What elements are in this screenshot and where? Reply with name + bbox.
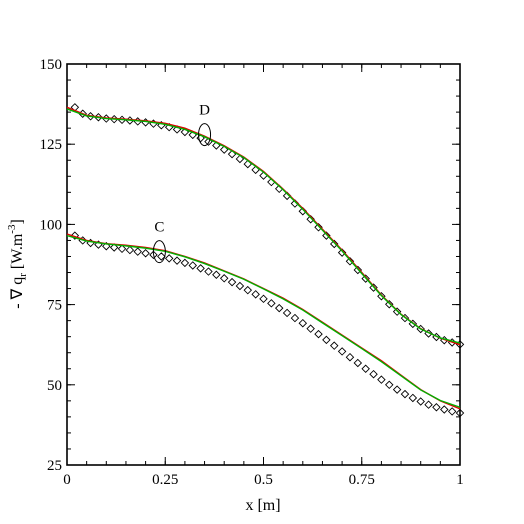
data-point-c bbox=[102, 241, 111, 251]
y-axis-title-prefix: - ∇ q bbox=[9, 277, 26, 309]
data-point-d bbox=[400, 313, 410, 323]
data-point-c bbox=[314, 329, 323, 339]
data-point-c bbox=[432, 403, 441, 412]
data-point-c bbox=[188, 261, 197, 270]
x-tick-label: 0.25 bbox=[152, 472, 178, 488]
y-tick-label: 100 bbox=[40, 217, 63, 233]
y-tick-label: 125 bbox=[40, 137, 63, 153]
data-point-c bbox=[164, 254, 174, 263]
series-line-c-red bbox=[66, 233, 461, 410]
data-point-d bbox=[306, 215, 315, 224]
x-axis: 0 0.25 0.5 0.75 1 bbox=[63, 64, 464, 488]
data-point-c bbox=[353, 358, 363, 368]
data-point-c bbox=[219, 274, 229, 283]
data-point-c bbox=[282, 308, 292, 318]
data-point-c bbox=[274, 303, 284, 313]
x-axis-title: x [m] bbox=[245, 497, 280, 514]
data-point-c bbox=[290, 313, 300, 323]
data-point-c bbox=[243, 285, 253, 295]
data-point-c bbox=[400, 389, 410, 399]
data-point-c bbox=[149, 250, 158, 260]
data-point-c bbox=[196, 264, 205, 273]
data-point-c bbox=[416, 397, 425, 406]
data-point-d bbox=[361, 274, 370, 283]
data-point-c bbox=[141, 249, 150, 258]
data-point-c bbox=[157, 252, 166, 261]
data-point-c bbox=[424, 400, 433, 409]
series-line-c-green bbox=[66, 234, 461, 408]
y-axis-title-mid: [W.m bbox=[9, 233, 26, 273]
data-point-c bbox=[133, 247, 142, 256]
plot-frame bbox=[66, 63, 461, 466]
annotation-layer: DC bbox=[152, 103, 212, 264]
data-point-d bbox=[314, 223, 323, 232]
x-tick-label: 0.5 bbox=[254, 472, 273, 488]
data-point-c bbox=[212, 270, 221, 280]
data-point-c bbox=[180, 258, 190, 268]
data-point-c bbox=[172, 256, 182, 265]
data-point-c bbox=[117, 244, 127, 254]
data-point-d bbox=[235, 154, 245, 164]
plot-border bbox=[66, 63, 461, 466]
series-layer bbox=[66, 103, 465, 418]
x-tick-label: 0 bbox=[63, 472, 71, 488]
data-point-c bbox=[251, 290, 260, 299]
y-axis-title-suffix: ] bbox=[9, 219, 26, 224]
series-line-d-green bbox=[66, 108, 461, 344]
data-point-c bbox=[125, 245, 135, 255]
data-point-c bbox=[455, 408, 465, 418]
annotation-label-d: D bbox=[199, 103, 210, 119]
y-tick-label: 75 bbox=[47, 298, 62, 314]
x-tick-label: 1 bbox=[456, 472, 464, 488]
data-point-c bbox=[267, 299, 276, 308]
data-point-d bbox=[322, 231, 331, 240]
annotation-ellipse-c bbox=[152, 240, 166, 264]
y-axis-title-sub: r bbox=[17, 273, 29, 277]
data-point-c bbox=[306, 324, 315, 333]
data-point-d bbox=[392, 307, 402, 316]
y-tick-label: 50 bbox=[47, 378, 62, 394]
data-point-c bbox=[361, 364, 370, 373]
data-point-c bbox=[385, 380, 394, 390]
data-point-c bbox=[408, 393, 418, 403]
data-point-c bbox=[259, 294, 268, 304]
data-point-c bbox=[447, 407, 457, 416]
series-line-d-red bbox=[66, 106, 461, 346]
data-point-c bbox=[227, 277, 237, 287]
data-point-c bbox=[298, 318, 308, 328]
data-point-c bbox=[392, 385, 402, 394]
data-point-d bbox=[369, 283, 378, 292]
data-point-d bbox=[408, 319, 418, 329]
data-point-d bbox=[385, 300, 394, 309]
y-tick-label: 150 bbox=[40, 57, 63, 73]
data-point-c bbox=[204, 267, 213, 276]
y-axis-title-sup: -3 bbox=[6, 224, 18, 234]
data-point-c bbox=[322, 335, 331, 345]
data-point-c bbox=[377, 375, 386, 384]
y-axis: 25 50 75 100 125 150 bbox=[40, 57, 460, 474]
data-point-c bbox=[337, 347, 347, 356]
data-point-c bbox=[235, 281, 245, 291]
data-point-c bbox=[109, 243, 119, 252]
data-point-c bbox=[369, 369, 378, 379]
y-tick-label: 25 bbox=[47, 458, 62, 474]
data-point-d bbox=[377, 292, 386, 301]
data-point-d bbox=[424, 329, 433, 338]
data-point-d bbox=[353, 265, 363, 275]
annotation-ellipse-d bbox=[198, 123, 212, 147]
data-point-c bbox=[440, 405, 449, 414]
annotation-label-c: C bbox=[154, 220, 164, 236]
data-point-d bbox=[337, 248, 347, 257]
data-point-c bbox=[330, 341, 339, 350]
x-tick-label: 0.75 bbox=[349, 472, 375, 488]
data-point-d bbox=[345, 257, 355, 266]
data-point-c bbox=[70, 231, 80, 240]
y-axis-title: - ∇ qr [W.m-3] bbox=[6, 219, 29, 309]
data-point-c bbox=[345, 352, 355, 362]
data-point-d bbox=[330, 239, 339, 249]
